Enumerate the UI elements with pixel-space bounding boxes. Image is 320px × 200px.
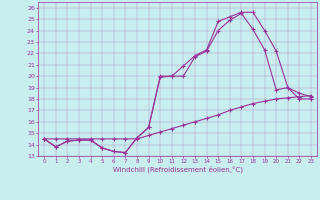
X-axis label: Windchill (Refroidissement éolien,°C): Windchill (Refroidissement éolien,°C) (113, 166, 243, 173)
